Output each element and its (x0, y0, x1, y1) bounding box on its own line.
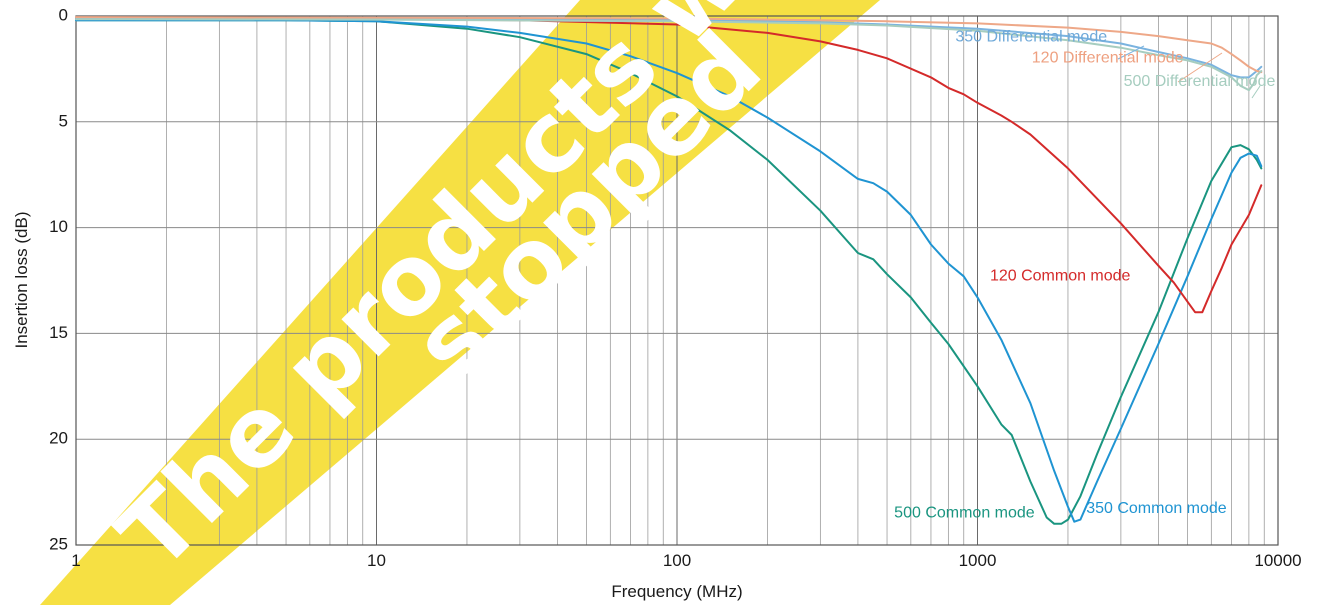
series-line-500-differential-mode (75, 18, 1263, 92)
series-label-120-common-mode: 120 Common mode (990, 267, 1131, 284)
x-tick-label: 100 (663, 551, 691, 570)
series-label-500-common-mode: 500 Common mode (894, 504, 1035, 521)
series-label-350-common-mode: 350 Common mode (1086, 500, 1227, 517)
y-tick-label: 10 (49, 217, 68, 236)
x-tick-label: 1 (71, 551, 80, 570)
watermark-band (40, 0, 880, 605)
watermark-text: The products w stopped (97, 0, 782, 591)
y-axis-label: Insertion loss (dB) (12, 212, 31, 349)
series-line-120-differential-mode (75, 16, 1263, 74)
plot-frame (75, 15, 1279, 546)
leader-line-350-diff (1117, 45, 1145, 60)
y-tick-label: 0 (59, 5, 68, 24)
x-axis-label: Frequency (MHz) (611, 582, 742, 601)
series-line-120-common-mode (75, 17, 1263, 314)
leader-line-500-diff (1251, 85, 1261, 99)
x-tick-label: 1000 (959, 551, 997, 570)
series-line-500-common-mode (75, 19, 1263, 525)
series-labels: 350 Differential mode 120 Differential mo… (894, 28, 1275, 521)
y-tick-label: 5 (59, 111, 68, 130)
y-tick-label: 15 (49, 323, 68, 342)
series-label-120-differential-mode: 120 Differential mode (1032, 50, 1184, 67)
leader-lines (1117, 45, 1261, 99)
y-tick-label: 20 (49, 429, 68, 448)
x-tick-label: 10 (367, 551, 386, 570)
y-tick-label: 25 (49, 534, 68, 553)
leader-line-120-diff (1177, 52, 1223, 83)
series-layer (75, 16, 1263, 525)
series-line-350-common-mode (75, 19, 1263, 523)
axis-ticks: 1 10 100 1000 10000 0 5 10 15 20 25 (49, 5, 1302, 570)
series-label-500-differential-mode: 500 Differential mode (1124, 73, 1276, 90)
x-tick-label: 10000 (1254, 551, 1301, 570)
series-label-350-differential-mode: 350 Differential mode (955, 28, 1107, 45)
